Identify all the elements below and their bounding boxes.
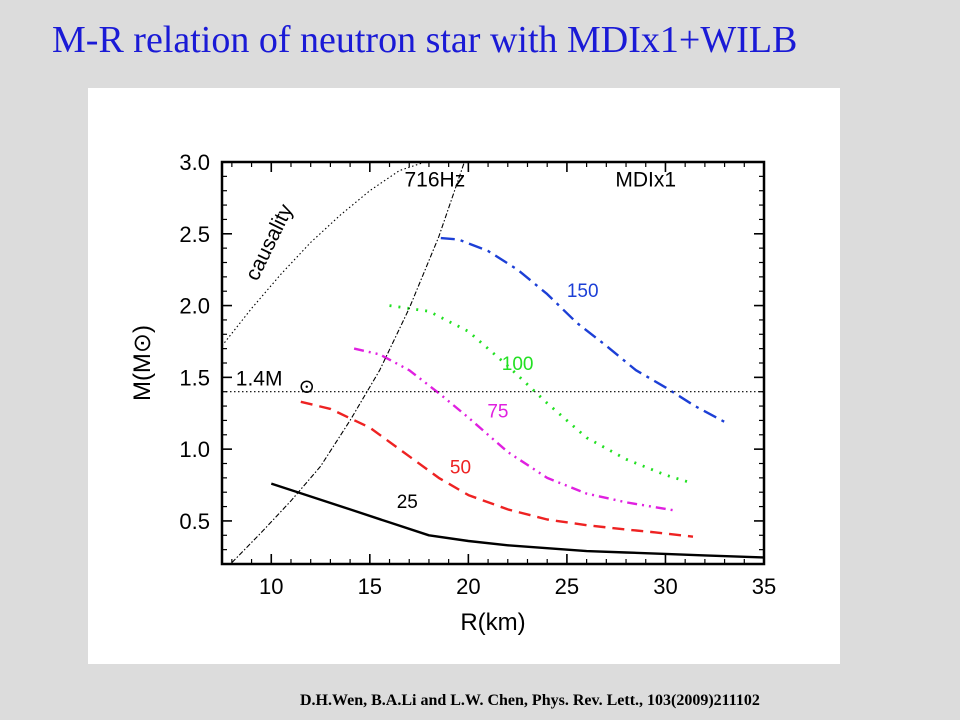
plot-panel: 10 15 20 25 30 35 0.5 1.0 1.5 2.0 2.5 3.0 150 100 75 50…: [88, 88, 840, 664]
series-label-50: 50: [450, 458, 471, 479]
y-tick-label: 1.5: [179, 365, 210, 390]
series-25: [270, 482, 764, 559]
series-150: [440, 236, 726, 423]
model-label: MDIx1: [615, 168, 676, 191]
x-tick-label: 10: [259, 574, 283, 599]
solar-mass-symbol-dot: [305, 385, 308, 388]
reference-mass-label: 1.4M: [236, 368, 283, 391]
series-716hz: [231, 162, 465, 563]
causality-label: causality: [241, 200, 298, 284]
y-tick-label: 2.5: [179, 222, 210, 247]
x-tick-label: 30: [653, 574, 677, 599]
y-tick-label: 3.0: [179, 150, 210, 175]
citation: D.H.Wen, B.A.Li and L.W. Chen, Phys. Rev…: [300, 692, 760, 709]
x-tick-label: 15: [358, 574, 382, 599]
slide-title: M-R relation of neutron star with MDIx1+…: [52, 19, 798, 61]
y-tick-label: 1.0: [179, 437, 210, 462]
x-tick-label: 35: [752, 574, 776, 599]
y-tick-label: 0.5: [179, 509, 210, 534]
solar-mass-symbol: [300, 380, 313, 393]
series-75: [353, 347, 678, 513]
series-label-100: 100: [502, 354, 534, 375]
spin-frequency-label: 716Hz: [405, 168, 466, 191]
series-label-75: 75: [487, 402, 508, 423]
x-tick-label: 25: [555, 574, 579, 599]
y-axis-label: M(M⊙): [129, 325, 156, 401]
series-causality: [222, 162, 426, 347]
series-label-25: 25: [397, 492, 418, 513]
x-tick-label: 20: [456, 574, 480, 599]
series-label-150: 150: [567, 281, 599, 302]
series-100: [389, 304, 690, 484]
x-axis-label: R(km): [460, 609, 525, 636]
y-tick-label: 2.0: [179, 294, 210, 319]
series-50: [300, 400, 694, 538]
mass-radius-chart: 10 15 20 25 30 35 0.5 1.0 1.5 2.0 2.5 3.0 150 100 75 50…: [129, 150, 776, 636]
